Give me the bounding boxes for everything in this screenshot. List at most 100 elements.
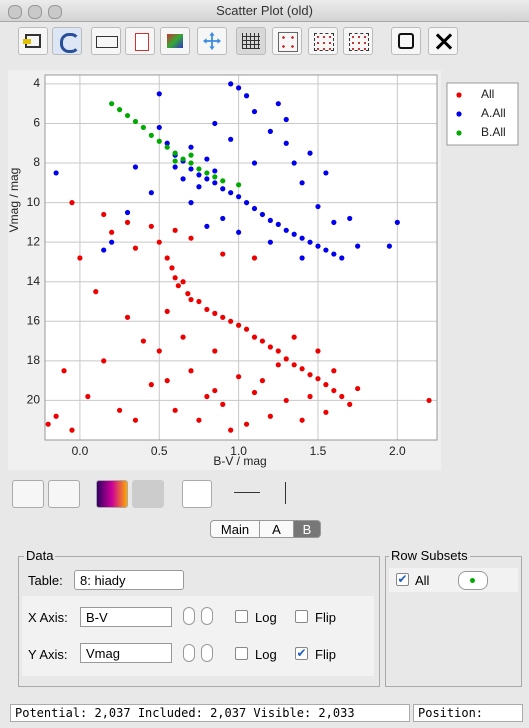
legend-marker [456,130,462,136]
x-tick-label: 2.0 [389,444,406,458]
point [323,170,329,176]
subset-name: All [415,573,430,588]
point [109,239,115,245]
next-button[interactable] [201,607,213,625]
tool-button[interactable] [343,27,373,55]
label: Log [255,647,277,662]
status-counts: Potential: 2,037 Included: 2,037 Visible… [10,704,410,722]
tool-button[interactable] [52,27,82,55]
point [228,136,234,142]
point [220,251,226,257]
point [267,239,273,245]
point [236,85,242,91]
tab-selected[interactable]: B [293,520,321,538]
y-axis-selector[interactable]: Vmag [80,643,172,663]
point [386,243,392,249]
point [251,389,258,396]
tool-button[interactable] [391,27,421,55]
point [204,393,210,400]
tool-button[interactable] [91,27,121,55]
label: Y Axis: [28,647,68,662]
x-axis-selector[interactable]: B-V [80,607,172,627]
point [204,176,210,182]
tool-button[interactable] [125,27,155,55]
disabled-button [132,480,164,508]
table-selector[interactable]: 8: hiady [74,570,184,590]
tool-button[interactable] [272,27,302,55]
point [156,91,162,97]
x-tick-label: 1.5 [310,444,327,458]
close-button[interactable] [8,5,22,19]
tab[interactable]: A [259,520,294,538]
tool-button[interactable] [236,27,266,55]
remove-layer-button[interactable] [48,480,80,508]
colormap-button[interactable] [96,480,128,508]
checkbox[interactable] [235,610,248,623]
style-button[interactable] [458,571,488,590]
point [299,417,305,423]
error-y-icon[interactable] [285,482,286,504]
tab[interactable]: Main [210,520,260,538]
tool-button[interactable] [160,27,190,55]
point [188,160,194,166]
checkbox[interactable] [396,573,409,586]
point [116,107,123,113]
point [132,118,139,125]
plot-area [45,75,437,440]
point [204,170,210,176]
subset-row[interactable] [389,568,518,592]
tool-button[interactable] [308,27,338,55]
point [185,291,191,297]
tool-button[interactable] [18,27,48,55]
y-tick-label: 8 [33,155,40,169]
point [169,265,175,271]
point [299,235,305,241]
point [69,200,75,206]
prev-button[interactable] [183,644,195,662]
point [196,184,202,190]
point [267,413,273,419]
next-button[interactable] [201,644,213,662]
point [101,211,107,218]
group-title: Data [24,548,56,563]
y-tick-label: 14 [27,274,41,288]
zoom-button[interactable] [48,5,62,19]
point [283,397,289,404]
prev-button[interactable] [183,607,195,625]
point [188,200,194,206]
x-tick-label: 0.5 [151,444,168,458]
point [124,112,131,119]
point [101,247,107,253]
point [204,223,210,229]
add-layer-button[interactable] [12,480,44,508]
y-axis-label: Vmag / mag [7,168,21,233]
tool-button[interactable] [428,27,458,55]
point [236,322,242,328]
checkbox[interactable] [295,647,308,660]
point [196,172,202,178]
status-position: Position: [413,704,523,722]
checkbox[interactable] [295,610,308,623]
chart: B-V / mag Vmag / mag All A.All B.All 0.0 0.… [7,70,519,470]
checkbox[interactable] [235,647,248,660]
point [220,401,226,407]
point [196,298,202,305]
text-layer-button[interactable] [182,480,212,508]
point [228,81,234,87]
point [299,255,305,261]
error-x-icon[interactable] [234,492,260,493]
tool-button[interactable] [197,27,227,55]
minimize-button[interactable] [28,5,42,19]
point [228,427,234,433]
point [101,358,107,364]
point [156,348,162,354]
point [172,407,178,413]
point [116,407,123,413]
point [283,227,289,233]
point [307,239,313,245]
point [156,239,162,245]
point [243,200,250,206]
point [347,401,353,407]
title-bar: Scatter Plot (old) [0,0,529,22]
point [315,203,321,210]
